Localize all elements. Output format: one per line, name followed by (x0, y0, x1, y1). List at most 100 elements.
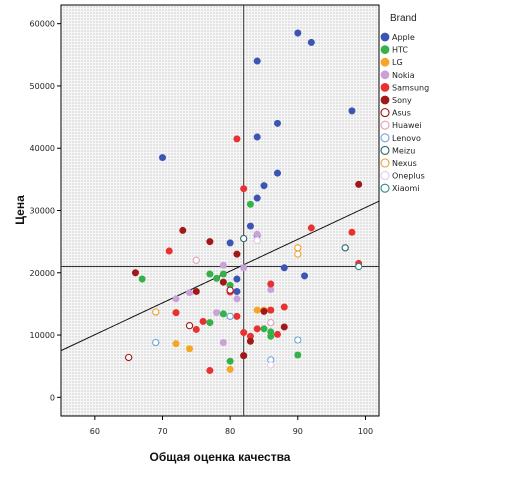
point-htc (219, 310, 227, 318)
point-oneplus (267, 361, 275, 369)
legend-label-sony: Sony (392, 96, 412, 105)
point-sony (206, 238, 214, 246)
point-nexus (152, 308, 160, 316)
point-samsung (233, 312, 241, 320)
point-lg (172, 340, 180, 348)
point-apple (158, 154, 166, 162)
point-htc (213, 274, 221, 282)
point-samsung (267, 306, 275, 314)
point-htc (226, 357, 234, 365)
point-htc (260, 325, 268, 333)
point-samsung (267, 280, 275, 288)
y-tick-label: 50000 (30, 82, 55, 91)
point-nexus (294, 250, 302, 258)
point-samsung (280, 303, 288, 311)
point-samsung (253, 325, 261, 333)
legend-swatch-asus (380, 108, 390, 118)
point-meizu (341, 244, 349, 252)
point-sony (179, 226, 187, 234)
point-apple (233, 275, 241, 283)
point-apple (307, 38, 315, 46)
point-nokia (240, 264, 248, 272)
point-nexus (294, 244, 302, 252)
data-points (125, 29, 363, 375)
x-tick-label: 60 (90, 427, 100, 436)
legend-label-meizu: Meizu (392, 146, 415, 155)
point-samsung (192, 325, 200, 333)
legend-swatch-xiaomi (380, 183, 390, 193)
legend-title: Brand (390, 13, 417, 24)
point-nokia (233, 295, 241, 303)
point-apple (233, 287, 241, 295)
point-nokia (219, 261, 227, 269)
x-tick-label: 100 (358, 427, 373, 436)
legend-swatch-htc (380, 45, 390, 54)
y-tick-label: 10000 (30, 331, 55, 340)
point-apple (280, 264, 288, 272)
point-huawei (192, 256, 200, 264)
legend-swatch-oneplus (380, 171, 390, 181)
legend-label-lenovo: Lenovo (392, 134, 421, 143)
y-tick-label: 40000 (30, 144, 55, 153)
point-xiaomi (355, 262, 363, 271)
point-samsung (240, 185, 248, 193)
legend-label-lg: LG (392, 58, 403, 67)
point-sony (131, 269, 139, 277)
legend-label-huawei: Huawei (392, 121, 422, 130)
point-htc (219, 270, 227, 278)
fit-line (60, 200, 380, 352)
legend: Brand Apple HTC LG Nokia Samsung Sony Asus Huaw… (380, 13, 429, 193)
point-apple (301, 272, 309, 280)
point-samsung (206, 367, 214, 375)
legend-swatch-meizu (380, 145, 390, 155)
point-htc (294, 351, 302, 359)
point-sony (219, 278, 227, 286)
point-sony (280, 323, 288, 331)
point-lg (253, 306, 261, 314)
point-htc (267, 332, 275, 340)
x-axis-ticks: 60 70 80 90 100 (90, 416, 373, 436)
point-sony (246, 337, 254, 345)
point-nokia (253, 230, 261, 238)
point-samsung (348, 228, 356, 236)
regression-line (60, 200, 380, 352)
point-samsung (199, 317, 207, 325)
point-apple (253, 133, 261, 141)
point-apple (253, 57, 261, 65)
point-meizu (240, 234, 248, 243)
point-samsung (307, 224, 315, 232)
legend-swatch-samsung (380, 83, 390, 92)
point-apple (253, 194, 261, 202)
point-asus (185, 322, 194, 330)
point-lenovo (226, 312, 234, 321)
point-htc (246, 200, 254, 208)
point-nokia (213, 309, 221, 317)
point-lenovo (294, 336, 302, 344)
point-samsung (233, 135, 241, 143)
legend-label-nexus: Nexus (392, 159, 417, 168)
legend-label-htc: HTC (392, 46, 408, 55)
legend-swatch-apple (380, 32, 390, 42)
legend-label-asus: Asus (392, 109, 411, 118)
legend-swatch-nokia (380, 70, 390, 80)
point-htc (138, 275, 146, 283)
x-axis-label: Общая оценка качества (150, 450, 291, 464)
point-htc (206, 319, 214, 327)
legend-swatch-lg (380, 57, 390, 67)
y-axis-label: Цена (13, 195, 27, 225)
y-tick-label: 20000 (30, 269, 55, 278)
legend-label-samsung: Samsung (392, 83, 429, 92)
point-lenovo (152, 338, 160, 347)
point-sony (240, 352, 248, 360)
y-axis-ticks: 0 10000 20000 30000 40000 50000 60000 (30, 20, 61, 402)
point-nokia (186, 289, 194, 297)
point-nokia (172, 295, 180, 303)
point-asus (226, 286, 234, 294)
point-sony (233, 250, 241, 258)
x-tick-label: 70 (157, 427, 167, 436)
point-lg (226, 365, 234, 373)
legend-swatch-lenovo (380, 133, 390, 143)
point-sony (355, 180, 363, 188)
point-apple (260, 182, 268, 190)
